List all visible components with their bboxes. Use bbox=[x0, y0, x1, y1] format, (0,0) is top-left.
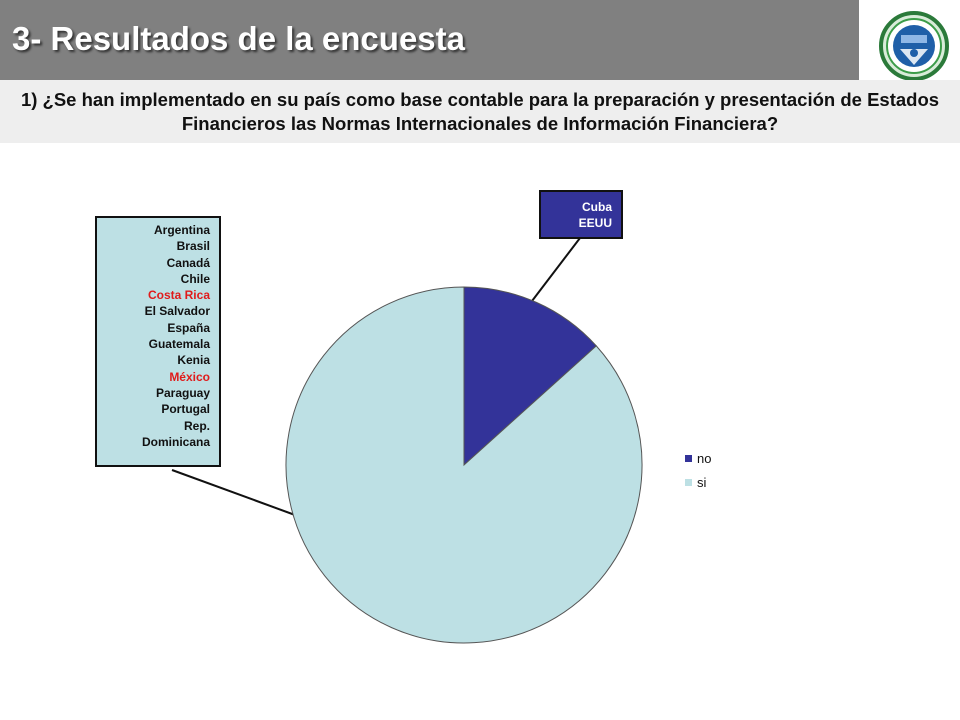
legend-label-si: si bbox=[697, 474, 707, 490]
callout-country: Costa Rica bbox=[147, 288, 210, 303]
title-bar bbox=[0, 0, 859, 80]
callout-country: España bbox=[167, 320, 210, 335]
question-band bbox=[0, 80, 960, 143]
callout-country: Portugal bbox=[161, 402, 210, 417]
organization-seal-logo bbox=[866, 3, 960, 87]
pie-slice-no bbox=[463, 286, 597, 467]
callout-country: Argentina bbox=[153, 223, 210, 237]
callout-country: Brasil bbox=[176, 239, 210, 254]
callout-country: Kenia bbox=[177, 353, 210, 368]
pie-slice-si bbox=[285, 286, 643, 644]
legend-item-si: si bbox=[685, 470, 711, 494]
callout-country: Paraguay bbox=[155, 385, 210, 400]
callout-country: México bbox=[169, 369, 210, 384]
survey-question: 1) ¿Se han implementado en su país como … bbox=[20, 89, 940, 134]
legend-item-no: no bbox=[685, 446, 711, 470]
callout-country: Canadá bbox=[166, 255, 210, 270]
legend-swatch-si bbox=[685, 478, 692, 486]
callout-leader-no bbox=[531, 237, 581, 302]
callout-country: EEUU bbox=[578, 216, 612, 231]
callout-country: El Salvador bbox=[144, 304, 210, 319]
chart-legend: no si bbox=[685, 446, 711, 494]
callout-si-countries: Argentina Brasil Canadá Chile Costa Rica El S… bbox=[95, 216, 221, 467]
callout-country: Chile bbox=[180, 271, 210, 286]
legend-label-no: no bbox=[697, 450, 712, 466]
page-title: 3- Resultados de la encuesta bbox=[12, 20, 465, 57]
legend-swatch-no bbox=[685, 454, 692, 462]
callout-country: Cuba bbox=[582, 200, 612, 214]
callout-country: Dominicana bbox=[141, 434, 210, 449]
callout-country: Guatemala bbox=[148, 337, 210, 352]
callout-no-countries: Cuba EEUU bbox=[539, 190, 623, 239]
callout-country: Rep. bbox=[183, 418, 210, 433]
callout-leader-si bbox=[171, 469, 296, 516]
